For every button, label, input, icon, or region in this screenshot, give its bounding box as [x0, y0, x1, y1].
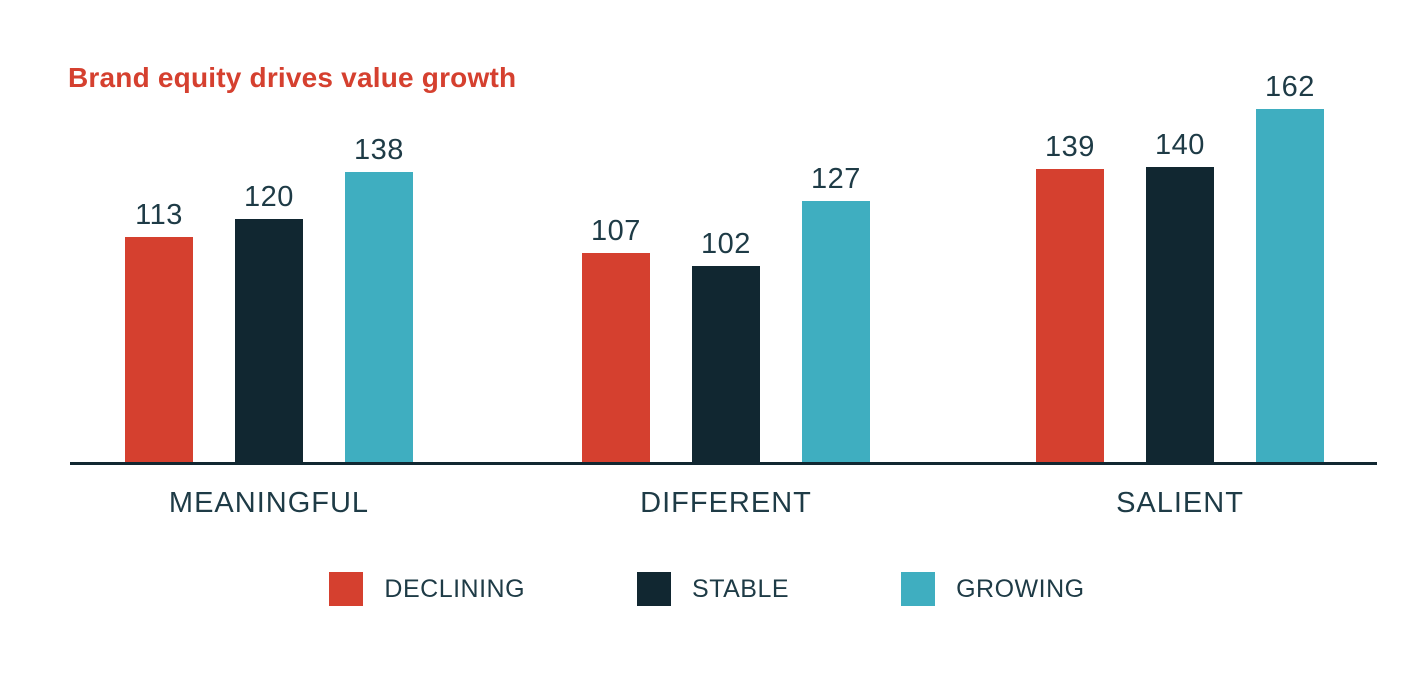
- bar-growing-meaningful: [345, 172, 413, 462]
- bar-value-label: 139: [1045, 131, 1095, 163]
- bar-column: 120: [235, 181, 303, 462]
- legend-label: GROWING: [956, 574, 1085, 603]
- bar-value-label: 107: [591, 215, 641, 247]
- bar-value-label: 102: [701, 228, 751, 260]
- category-label-salient: SALIENT: [1116, 487, 1244, 519]
- legend-swatch-stable: [637, 572, 672, 606]
- bar-value-label: 162: [1265, 71, 1315, 103]
- legend: DECLINING STABLE GROWING: [0, 572, 1414, 606]
- chart-title: Brand equity drives value growth: [68, 62, 517, 93]
- bar-value-label: 140: [1155, 129, 1205, 161]
- bar-column: 162: [1256, 71, 1324, 462]
- bar-stable-meaningful: [235, 219, 303, 462]
- bar-growing-salient: [1256, 109, 1324, 462]
- bar-column: 140: [1146, 129, 1214, 462]
- legend-swatch-growing: [901, 572, 936, 606]
- bar-column: 107: [582, 215, 650, 462]
- legend-item-growing: GROWING: [901, 572, 1085, 606]
- bar-stable-salient: [1146, 167, 1214, 462]
- bar-value-label: 138: [354, 134, 404, 166]
- bar-column: 113: [125, 199, 193, 462]
- legend-item-declining: DECLINING: [329, 572, 525, 606]
- bar-declining-different: [582, 253, 650, 462]
- bar-column: 139: [1036, 131, 1104, 462]
- bar-group-salient: 139 140 162: [1036, 71, 1324, 462]
- bar-column: 127: [802, 163, 870, 462]
- bar-declining-salient: [1036, 169, 1104, 462]
- legend-label: STABLE: [692, 574, 790, 603]
- bar-growing-different: [802, 201, 870, 462]
- legend-item-stable: STABLE: [637, 572, 789, 606]
- bar-value-label: 127: [811, 163, 861, 195]
- bar-group-different: 107 102 127: [582, 163, 870, 462]
- bar-column: 102: [692, 228, 760, 462]
- legend-swatch-declining: [329, 572, 364, 606]
- legend-label: DECLINING: [384, 574, 526, 603]
- bar-stable-different: [692, 266, 760, 462]
- bar-group-meaningful: 113 120 138: [125, 134, 413, 462]
- category-label-different: DIFFERENT: [640, 487, 812, 519]
- x-axis-line: [70, 462, 1377, 465]
- bar-value-label: 120: [244, 181, 294, 213]
- category-label-meaningful: MEANINGFUL: [168, 487, 370, 519]
- bar-declining-meaningful: [125, 237, 193, 462]
- bar-column: 138: [345, 134, 413, 462]
- bar-value-label: 113: [135, 199, 183, 231]
